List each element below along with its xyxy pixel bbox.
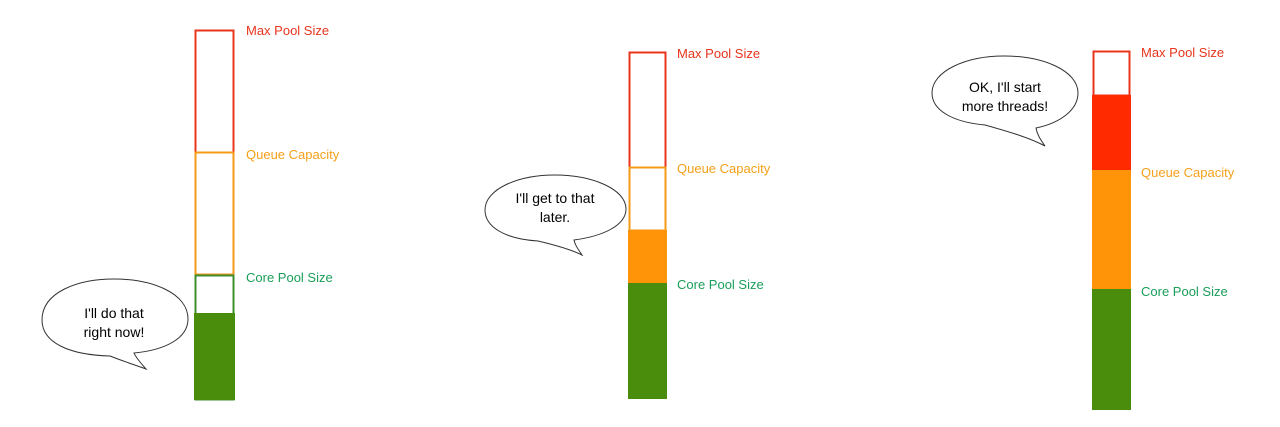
core-pool-size-label: Core Pool Size <box>1141 284 1228 299</box>
speech-bubble-shape <box>931 55 1079 147</box>
max-pool-section <box>194 29 235 154</box>
speech-bubble-shape <box>41 278 189 371</box>
speech-bubble-left: I'll do that right now! <box>41 278 189 371</box>
max-pool-fill <box>1092 95 1131 170</box>
queue-capacity-label: Queue Capacity <box>246 147 340 162</box>
queue-fill <box>1092 170 1131 289</box>
bubble-right-line-1: OK, I'll start <box>969 79 1041 95</box>
queue-section <box>194 151 235 276</box>
speech-bubble-middle: I'll get to that later. <box>484 174 627 257</box>
core-fill <box>628 283 667 399</box>
max-pool-size-label: Max Pool Size <box>677 46 760 61</box>
speech-bubble-right: OK, I'll start more threads! <box>931 55 1079 147</box>
pool-column-middle: Max Pool Size Queue Capacity Core Pool S… <box>484 46 771 399</box>
bubble-left-line-2: right now! <box>84 324 145 340</box>
queue-capacity-label: Queue Capacity <box>677 161 771 176</box>
speech-bubble-shape <box>484 174 627 257</box>
bubble-middle-line-2: later. <box>540 209 570 225</box>
core-fill <box>194 313 235 400</box>
max-pool-section <box>628 51 667 169</box>
max-pool-size-label: Max Pool Size <box>246 23 329 38</box>
core-pool-size-label: Core Pool Size <box>677 277 764 292</box>
core-fill <box>1092 289 1131 410</box>
bubble-right-line-2: more threads! <box>962 98 1048 114</box>
queue-section <box>628 166 667 232</box>
core-pool-size-label: Core Pool Size <box>246 270 333 285</box>
pool-column-right: Max Pool Size Queue Capacity Core Pool S… <box>931 45 1235 410</box>
pool-column-left: Max Pool Size Queue Capacity Core Pool S… <box>41 23 340 401</box>
queue-fill <box>628 230 667 283</box>
bubble-left-line-1: I'll do that <box>84 305 144 321</box>
queue-capacity-label: Queue Capacity <box>1141 165 1235 180</box>
max-pool-section <box>1092 50 1131 97</box>
max-pool-size-label: Max Pool Size <box>1141 45 1224 60</box>
bubble-middle-line-1: I'll get to that <box>516 190 595 206</box>
